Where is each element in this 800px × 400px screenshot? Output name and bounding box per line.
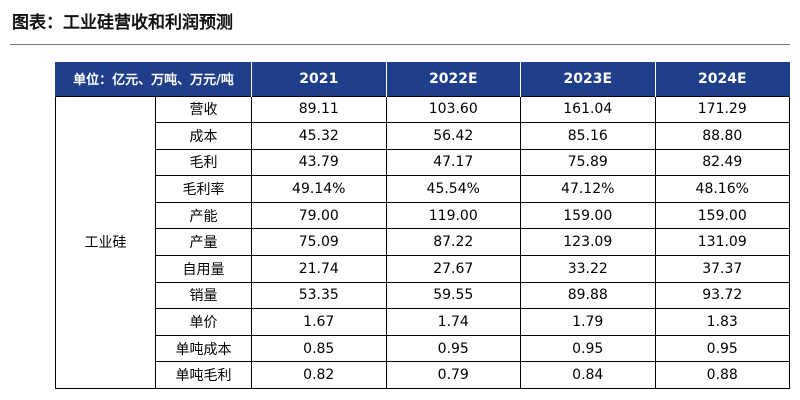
table-cell: 59.55 <box>385 281 521 310</box>
table-cell: 171.29 <box>654 95 790 124</box>
table-cell: 43.79 <box>251 148 387 177</box>
table-cell: 1.83 <box>654 308 790 336</box>
table-cell: 47.17 <box>385 148 521 177</box>
row-label: 毛利 <box>155 148 252 177</box>
table-cell: 75.09 <box>251 228 387 257</box>
table-cell: 93.72 <box>654 281 790 310</box>
forecast-table: 单位：亿元、万吨、万元/吨 2021 2022E 2023E 2024E 工业硅… <box>55 62 790 390</box>
row-label: 自用量 <box>155 255 252 283</box>
table-cell: 119.00 <box>385 201 521 230</box>
table-row: 毛利 43.79 47.17 75.89 82.49 <box>56 148 790 177</box>
row-label: 单吨成本 <box>155 334 252 363</box>
group-label: 工业硅 <box>55 95 156 390</box>
table-row: 产量 75.09 87.22 123.09 131.09 <box>56 228 790 257</box>
table-cell: 131.09 <box>654 228 790 257</box>
table-cell: 48.16% <box>654 175 790 203</box>
table-row: 自用量 21.74 27.67 33.22 37.37 <box>56 255 790 283</box>
year-header: 2021 <box>251 62 387 96</box>
table-cell: 1.74 <box>385 308 521 336</box>
table-cell: 49.14% <box>251 175 387 203</box>
year-header: 2022E <box>385 62 521 96</box>
row-label: 单吨毛利 <box>155 361 252 390</box>
row-label: 销量 <box>155 281 252 310</box>
table-row: 单价 1.67 1.74 1.79 1.83 <box>56 308 790 336</box>
table-cell: 85.16 <box>520 122 656 150</box>
year-header: 2024E <box>654 62 790 96</box>
table-cell: 0.84 <box>520 361 656 390</box>
table-cell: 33.22 <box>520 255 656 283</box>
table-row: 工业硅 营收 89.11 103.60 161.04 171.29 <box>55 95 790 390</box>
table-header-row: 单位：亿元、万吨、万元/吨 2021 2022E 2023E 2024E <box>55 62 790 96</box>
table-cell: 75.89 <box>520 148 656 177</box>
table-row: 毛利率 49.14% 45.54% 47.12% 48.16% <box>56 175 790 203</box>
table-cell: 0.95 <box>385 334 521 363</box>
year-header: 2023E <box>520 62 656 96</box>
table-cell: 161.04 <box>520 95 656 124</box>
table-cell: 45.54% <box>385 175 521 203</box>
table-row: 销量 53.35 59.55 89.88 93.72 <box>56 281 790 310</box>
row-label: 单价 <box>155 308 252 336</box>
table-cell: 0.79 <box>385 361 521 390</box>
title-divider <box>10 44 790 45</box>
table-row: 成本 45.32 56.42 85.16 88.80 <box>56 122 790 150</box>
table-cell: 21.74 <box>251 255 387 283</box>
table-cell: 89.88 <box>520 281 656 310</box>
table-cell: 1.67 <box>251 308 387 336</box>
table-cell: 56.42 <box>385 122 521 150</box>
table-cell: 0.88 <box>654 361 790 390</box>
row-label: 产能 <box>155 201 252 230</box>
row-label: 成本 <box>155 122 252 150</box>
table-cell: 47.12% <box>520 175 656 203</box>
unit-header: 单位：亿元、万吨、万元/吨 <box>55 62 252 96</box>
table-cell: 0.95 <box>654 334 790 363</box>
table-row: 单吨毛利 0.82 0.79 0.84 0.88 <box>56 361 790 390</box>
table-cell: 159.00 <box>520 201 656 230</box>
row-label: 产量 <box>155 228 252 257</box>
table-cell: 82.49 <box>654 148 790 177</box>
row-label: 毛利率 <box>155 175 252 203</box>
table-cell: 27.67 <box>385 255 521 283</box>
table-cell: 88.80 <box>654 122 790 150</box>
table-cell: 37.37 <box>654 255 790 283</box>
table-row: 单吨成本 0.85 0.95 0.95 0.95 <box>56 334 790 363</box>
table-cell: 159.00 <box>654 201 790 230</box>
table-cell: 45.32 <box>251 122 387 150</box>
table-cell: 1.79 <box>520 308 656 336</box>
table-cell: 89.11 <box>251 95 387 124</box>
table-cell: 79.00 <box>251 201 387 230</box>
table-cell: 123.09 <box>520 228 656 257</box>
table-cell: 0.82 <box>251 361 387 390</box>
table-cell: 103.60 <box>385 95 521 124</box>
table-row: 产能 79.00 119.00 159.00 159.00 <box>56 201 790 230</box>
table-cell: 0.95 <box>520 334 656 363</box>
table-cell: 87.22 <box>385 228 521 257</box>
table-cell: 0.85 <box>251 334 387 363</box>
table-body: 工业硅 营收 89.11 103.60 161.04 171.29 成本 45.… <box>55 95 790 390</box>
row-label: 营收 <box>155 95 252 124</box>
table-cell: 53.35 <box>251 281 387 310</box>
page-title: 图表：工业硅营收和利润预测 <box>12 13 233 33</box>
